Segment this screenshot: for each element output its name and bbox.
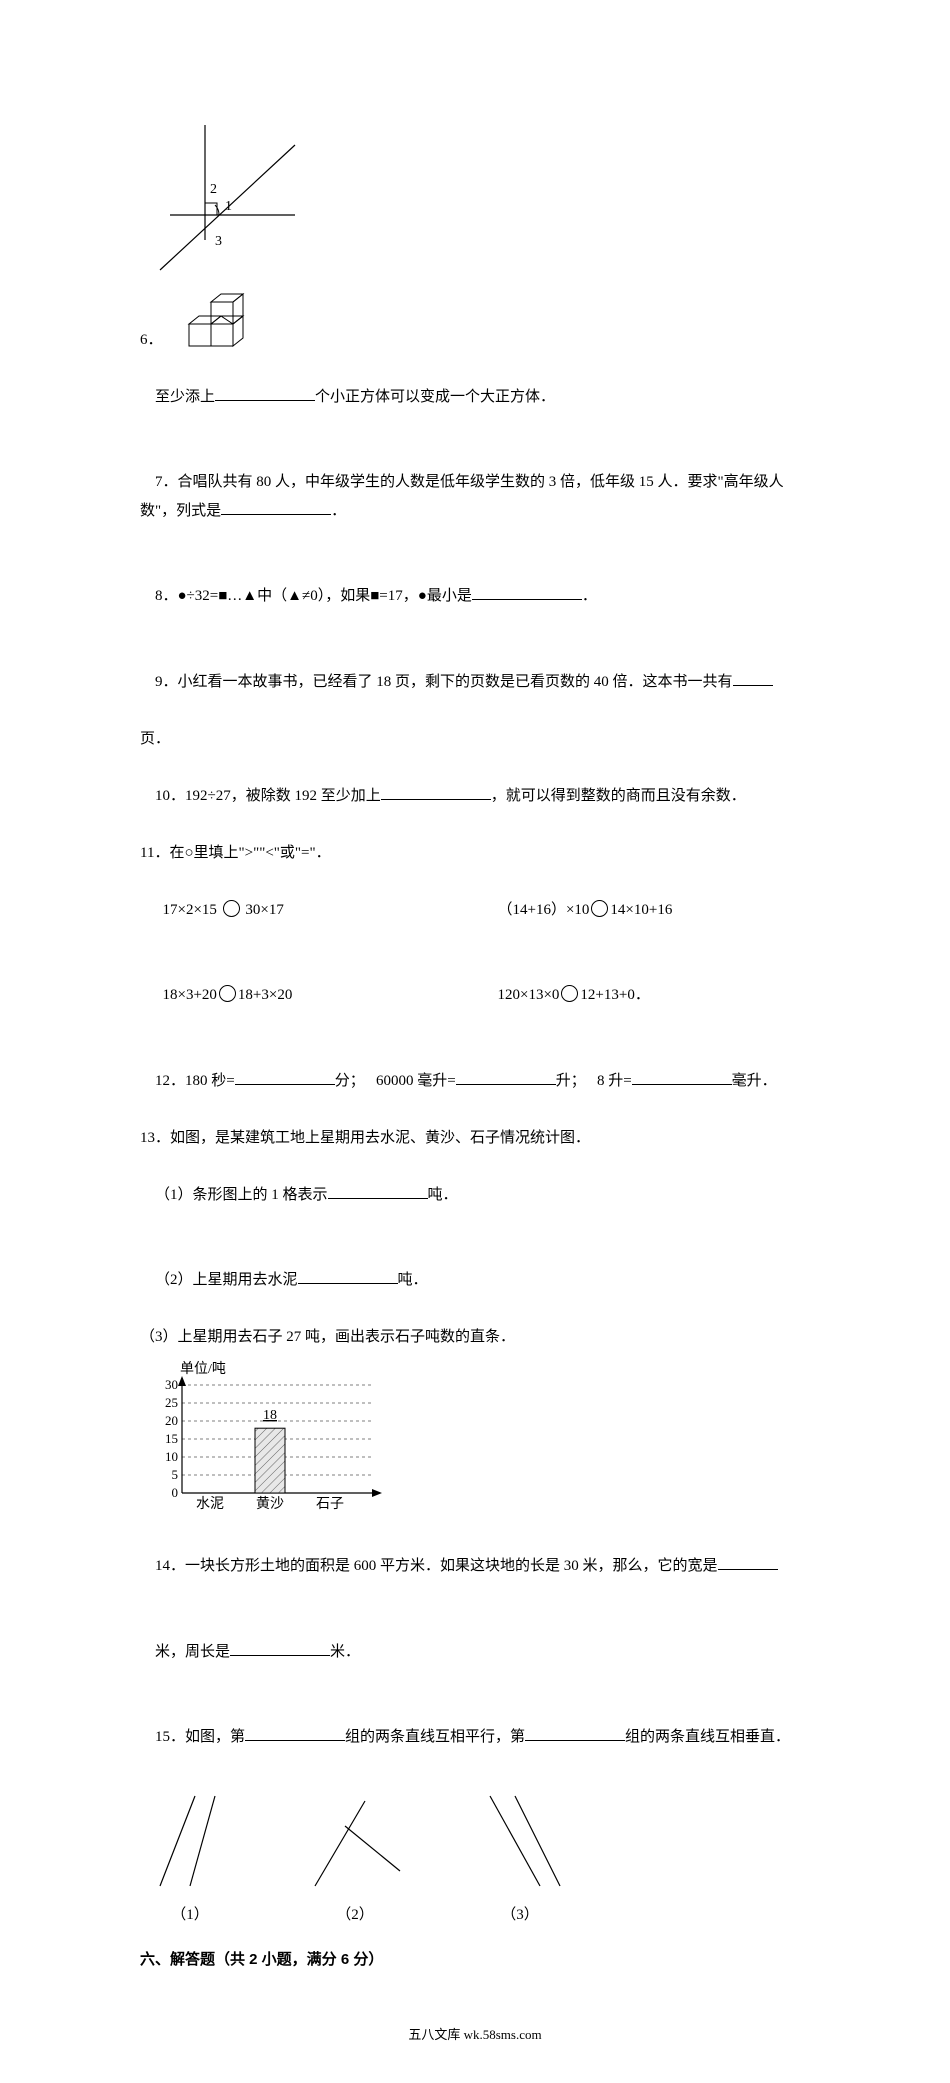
q15-label-3: （3） — [470, 1901, 570, 1930]
q13-l1: （1）条形图上的 1 格表示吨． — [140, 1152, 810, 1238]
q13-blank-2[interactable] — [298, 1268, 398, 1284]
q11-r1c2: （14+16）×1014×10+16 — [475, 867, 810, 953]
q11-circle-4[interactable] — [561, 985, 578, 1002]
q11-r2c1: 18×3+2018+3×20 — [140, 953, 475, 1039]
q13-chart-ytitle: 单位/吨 — [180, 1361, 226, 1377]
q15-fig-3 — [470, 1786, 570, 1896]
q15-text: 15．如图，第组的两条直线互相平行，第组的两条直线互相垂直． — [140, 1695, 810, 1781]
q15-label-2: （2） — [300, 1901, 410, 1930]
q11-r1c1: 17×2×15 30×17 — [140, 867, 475, 953]
q9-text-2: 页． — [140, 725, 810, 754]
q10-blank[interactable] — [381, 784, 491, 800]
q6-blank[interactable] — [215, 385, 315, 401]
q11-circle-1[interactable] — [223, 900, 240, 917]
q8-blank[interactable] — [472, 584, 582, 600]
q14-blank-2[interactable] — [230, 1640, 330, 1656]
q14-text-2: 米，周长是米． — [140, 1609, 810, 1695]
section-6-title: 六、解答题（共 2 小题，满分 6 分） — [140, 1946, 810, 1975]
q13-bar-value-label: 18 — [263, 1408, 277, 1423]
q15-fig-1 — [140, 1786, 240, 1896]
q9-blank[interactable] — [733, 670, 773, 686]
q11-circle-2[interactable] — [591, 900, 608, 917]
q7-text: 7．合唱队共有 80 人，中年级学生的人数是低年级学生数的 3 倍，低年级 15… — [140, 440, 810, 554]
q12-blank-3[interactable] — [632, 1069, 732, 1085]
q12-text: 12．180 秒=分； 60000 毫升=升； 8 升=毫升． — [140, 1038, 810, 1124]
q6-text: 至少添上个小正方体可以变成一个大正方体． — [140, 354, 810, 440]
q5-angle-figure: 1 2 3 — [140, 120, 300, 280]
q6-cubes-figure — [169, 284, 279, 354]
svg-text:0: 0 — [172, 1485, 179, 1500]
q10-text: 10．192÷27，被除数 192 至少加上，就可以得到整数的商而且没有余数． — [140, 753, 810, 839]
svg-text:15: 15 — [165, 1431, 178, 1446]
svg-text:20: 20 — [165, 1413, 178, 1428]
q11-r2c2: 120×13×012+13+0． — [475, 953, 810, 1039]
q12-blank-2[interactable] — [456, 1069, 556, 1085]
q15-blank-2[interactable] — [525, 1725, 625, 1741]
svg-text:30: 30 — [165, 1377, 178, 1392]
q15-fig-2 — [300, 1786, 410, 1896]
q14-text: 14．一块长方形土地的面积是 600 平方米．如果这块地的长是 30 米，那么，… — [140, 1524, 810, 1610]
q5-label-2: 2 — [210, 182, 217, 197]
q5-label-3: 3 — [215, 234, 222, 249]
q14-blank-1[interactable] — [718, 1554, 778, 1570]
q8-text: 8．●÷32=■…▲中（▲≠0），如果■=17，●最小是． — [140, 554, 810, 640]
q13-head: 13．如图，是某建筑工地上星期用去水泥、黄沙、石子情况统计图． — [140, 1124, 810, 1153]
svg-text:25: 25 — [165, 1395, 178, 1410]
q13-l3: （3）上星期用去石子 27 吨，画出表示石子吨数的直条． — [140, 1323, 810, 1352]
q12-blank-1[interactable] — [235, 1069, 335, 1085]
q13-xlabel-1: 黄沙 — [256, 1495, 284, 1512]
q7-blank[interactable] — [221, 499, 331, 515]
q13-blank-1[interactable] — [328, 1183, 428, 1199]
page-footer: 五八文库 wk.58sms.com — [140, 2024, 810, 2043]
q9-text: 9．小红看一本故事书，已经看了 18 页，剩下的页数是已看页数的 40 倍．这本… — [140, 639, 810, 725]
q5-label-1: 1 — [225, 199, 232, 214]
svg-text:5: 5 — [172, 1467, 179, 1482]
q13-l2: （2）上星期用去水泥吨． — [140, 1238, 810, 1324]
q6-number: 6． — [140, 326, 163, 355]
q13-xlabel-2: 石子 — [316, 1496, 344, 1512]
q11-head: 11．在○里填上">""<"或"="． — [140, 839, 810, 868]
q15-label-1: （1） — [140, 1901, 240, 1930]
q15-blank-1[interactable] — [245, 1725, 345, 1741]
svg-text:10: 10 — [165, 1449, 178, 1464]
q13-bar-chart: 单位/吨 0 5 10 15 20 25 30 18 水泥 黄沙 石子 — [150, 1358, 400, 1513]
q11-circle-3[interactable] — [219, 985, 236, 1002]
q13-xlabel-0: 水泥 — [196, 1496, 224, 1512]
